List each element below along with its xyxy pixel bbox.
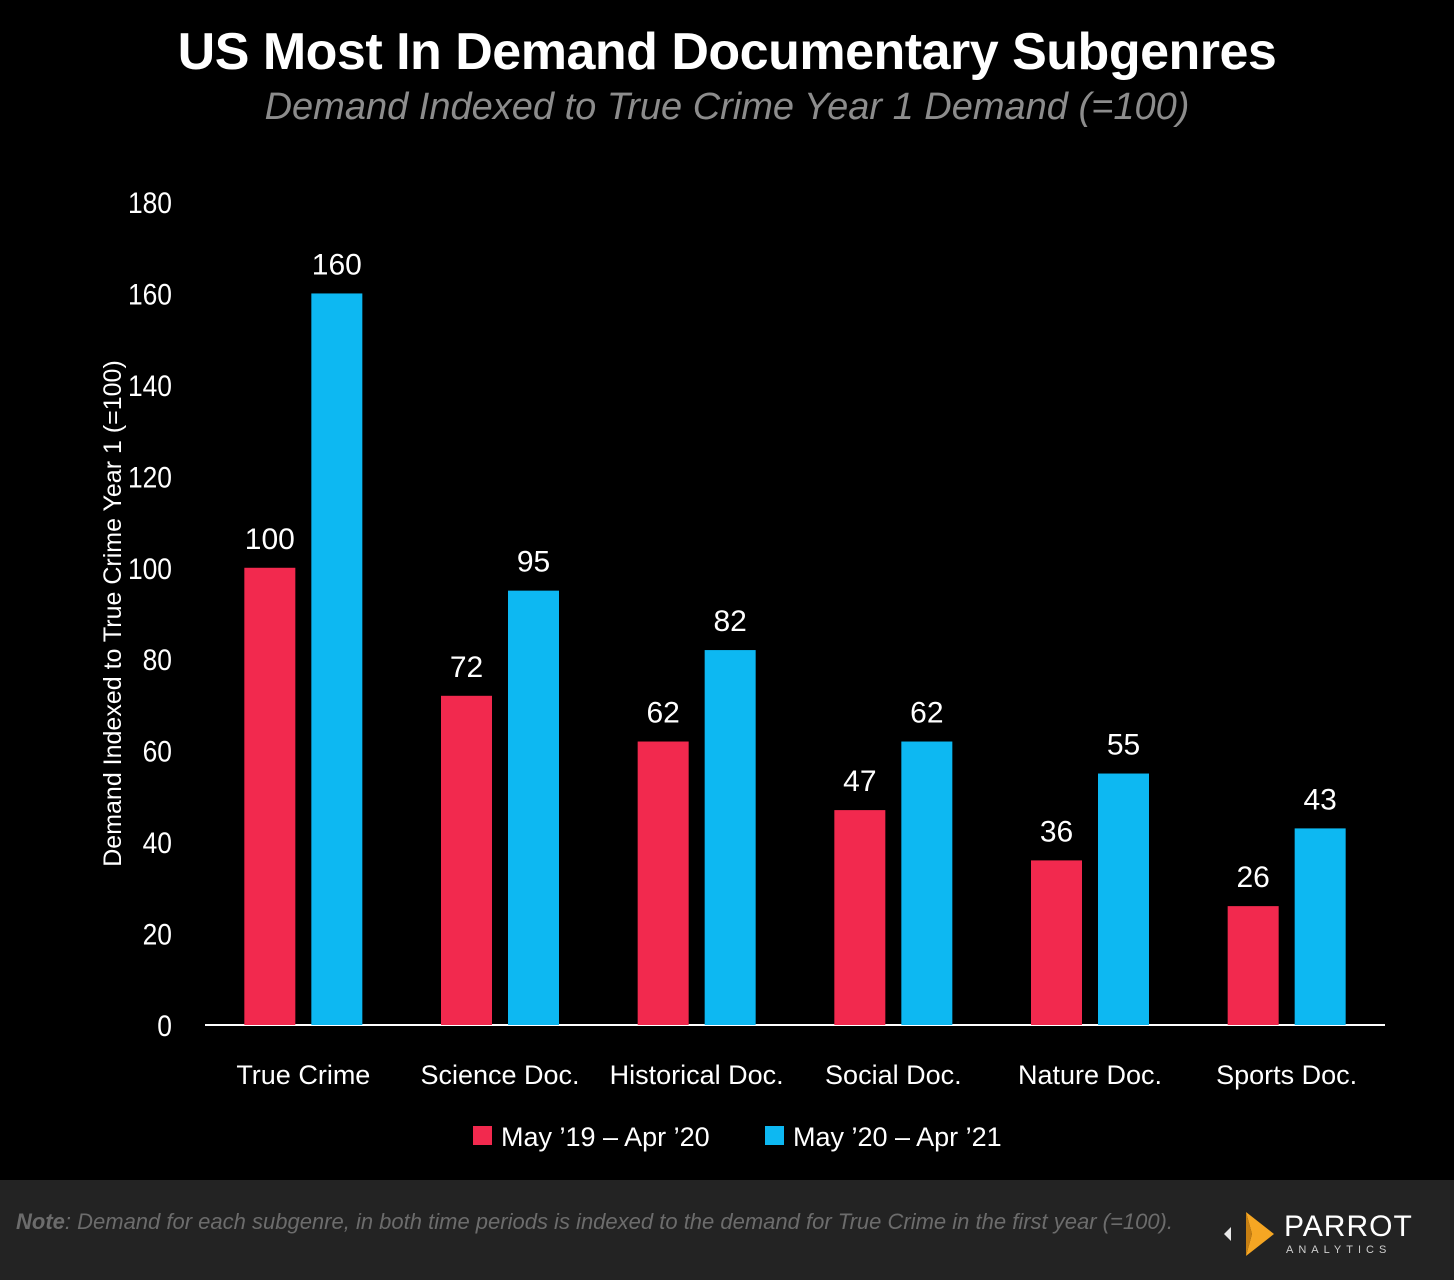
footer: Note: Demand for each subgenre, in both … xyxy=(0,1180,1454,1280)
logo-subtitle: ANALYTICS xyxy=(1286,1244,1392,1256)
logo-name: PARROT xyxy=(1284,1210,1413,1243)
parrot-analytics-logo: PARROT ANALYTICS xyxy=(1222,1204,1442,1264)
y-tick-label: 100 xyxy=(128,551,172,585)
data-label: 36 xyxy=(1040,815,1073,848)
x-tick-label: Historical Doc. xyxy=(610,1060,784,1090)
data-label: 82 xyxy=(713,605,746,638)
legend-swatch xyxy=(765,1126,784,1145)
data-label: 55 xyxy=(1107,729,1140,762)
note-label: Note xyxy=(16,1209,65,1234)
legend-label: May ’20 – Apr ’21 xyxy=(793,1122,1002,1152)
footnote: Note: Demand for each subgenre, in both … xyxy=(16,1208,1196,1235)
y-tick-label: 20 xyxy=(143,917,172,951)
x-tick-label: Social Doc. xyxy=(825,1060,962,1090)
data-label: 43 xyxy=(1303,783,1336,816)
x-tick-label: Sports Doc. xyxy=(1216,1060,1357,1090)
y-tick-label: 120 xyxy=(128,460,172,494)
y-tick-label: 180 xyxy=(128,185,172,219)
data-label: 95 xyxy=(517,546,550,579)
x-tick-label: Science Doc. xyxy=(420,1060,579,1090)
y-axis-label: Demand Indexed to True Crime Year 1 (=10… xyxy=(99,360,127,867)
y-tick-label: 0 xyxy=(157,1008,172,1042)
data-label: 160 xyxy=(312,248,362,281)
y-tick-label: 40 xyxy=(143,826,172,860)
y-tick-label: 60 xyxy=(143,734,172,768)
y-tick-label: 80 xyxy=(143,643,172,677)
bar xyxy=(244,567,296,1025)
chart-title: US Most In Demand Documentary Subgenres xyxy=(177,23,1277,81)
bar xyxy=(1098,773,1149,1025)
bar xyxy=(1294,828,1346,1025)
x-tick-label: Nature Doc. xyxy=(1018,1060,1162,1090)
bar xyxy=(1031,860,1082,1025)
legend-swatch xyxy=(473,1126,492,1145)
y-tick-label: 160 xyxy=(128,277,172,311)
bar xyxy=(637,741,689,1025)
bar xyxy=(704,650,756,1025)
data-label: 26 xyxy=(1236,861,1269,894)
bar xyxy=(508,590,559,1025)
bar xyxy=(1227,906,1279,1025)
x-tick-label: True Crime xyxy=(236,1060,370,1090)
bar-chart: 0 20 40 60 80 100 120 140 160 180 Demand Indexed t… xyxy=(99,185,1385,1152)
logo-mark-icon xyxy=(1224,1212,1274,1256)
data-label: 100 xyxy=(245,523,295,556)
data-label: 47 xyxy=(843,765,876,798)
data-label: 62 xyxy=(646,697,679,730)
bar xyxy=(441,695,492,1025)
y-tick-label: 140 xyxy=(128,368,172,402)
bar xyxy=(311,293,363,1025)
bar xyxy=(834,810,886,1025)
legend-label: May ’19 – Apr ’20 xyxy=(501,1122,710,1152)
bar xyxy=(901,741,953,1025)
note-text: : Demand for each subgenre, in both time… xyxy=(64,1209,1173,1234)
chart-subtitle: Demand Indexed to True Crime Year 1 Dema… xyxy=(264,86,1190,128)
data-label: 72 xyxy=(450,651,483,684)
data-label: 62 xyxy=(910,697,943,730)
